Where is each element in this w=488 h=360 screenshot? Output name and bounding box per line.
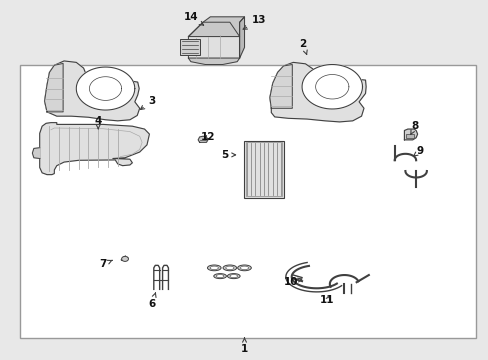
Text: 6: 6 bbox=[148, 293, 156, 309]
Ellipse shape bbox=[207, 265, 221, 271]
Polygon shape bbox=[44, 61, 140, 121]
Polygon shape bbox=[269, 64, 292, 108]
Text: 4: 4 bbox=[94, 116, 102, 129]
Polygon shape bbox=[188, 17, 244, 37]
Polygon shape bbox=[188, 58, 239, 64]
Text: 3: 3 bbox=[140, 96, 155, 109]
Polygon shape bbox=[188, 22, 239, 58]
Polygon shape bbox=[40, 123, 149, 175]
Text: 8: 8 bbox=[410, 121, 418, 134]
Text: 10: 10 bbox=[283, 277, 301, 287]
Text: 2: 2 bbox=[299, 39, 306, 54]
Text: 14: 14 bbox=[183, 12, 203, 25]
Bar bbox=[180, 40, 199, 55]
Text: 5: 5 bbox=[221, 150, 235, 160]
Bar bbox=[246, 142, 281, 197]
Ellipse shape bbox=[227, 274, 240, 279]
Ellipse shape bbox=[223, 265, 236, 271]
Ellipse shape bbox=[210, 266, 218, 270]
Bar bbox=[406, 134, 413, 138]
Bar bbox=[20, 65, 475, 338]
Text: 11: 11 bbox=[320, 295, 334, 305]
Polygon shape bbox=[269, 62, 366, 122]
Ellipse shape bbox=[216, 275, 224, 278]
Polygon shape bbox=[302, 64, 362, 109]
Polygon shape bbox=[32, 148, 40, 158]
Ellipse shape bbox=[225, 266, 233, 270]
Ellipse shape bbox=[237, 265, 251, 271]
Polygon shape bbox=[76, 67, 135, 110]
Ellipse shape bbox=[213, 274, 226, 279]
Polygon shape bbox=[239, 17, 244, 58]
Polygon shape bbox=[198, 136, 207, 142]
Text: 7: 7 bbox=[99, 259, 112, 269]
Polygon shape bbox=[44, 63, 63, 112]
Circle shape bbox=[122, 256, 128, 261]
Text: 9: 9 bbox=[413, 146, 423, 156]
Bar bbox=[244, 140, 283, 198]
Ellipse shape bbox=[240, 266, 248, 270]
Ellipse shape bbox=[229, 275, 237, 278]
Text: 1: 1 bbox=[241, 338, 247, 354]
Text: 13: 13 bbox=[243, 15, 266, 29]
Text: 12: 12 bbox=[200, 132, 215, 142]
Polygon shape bbox=[404, 129, 417, 140]
